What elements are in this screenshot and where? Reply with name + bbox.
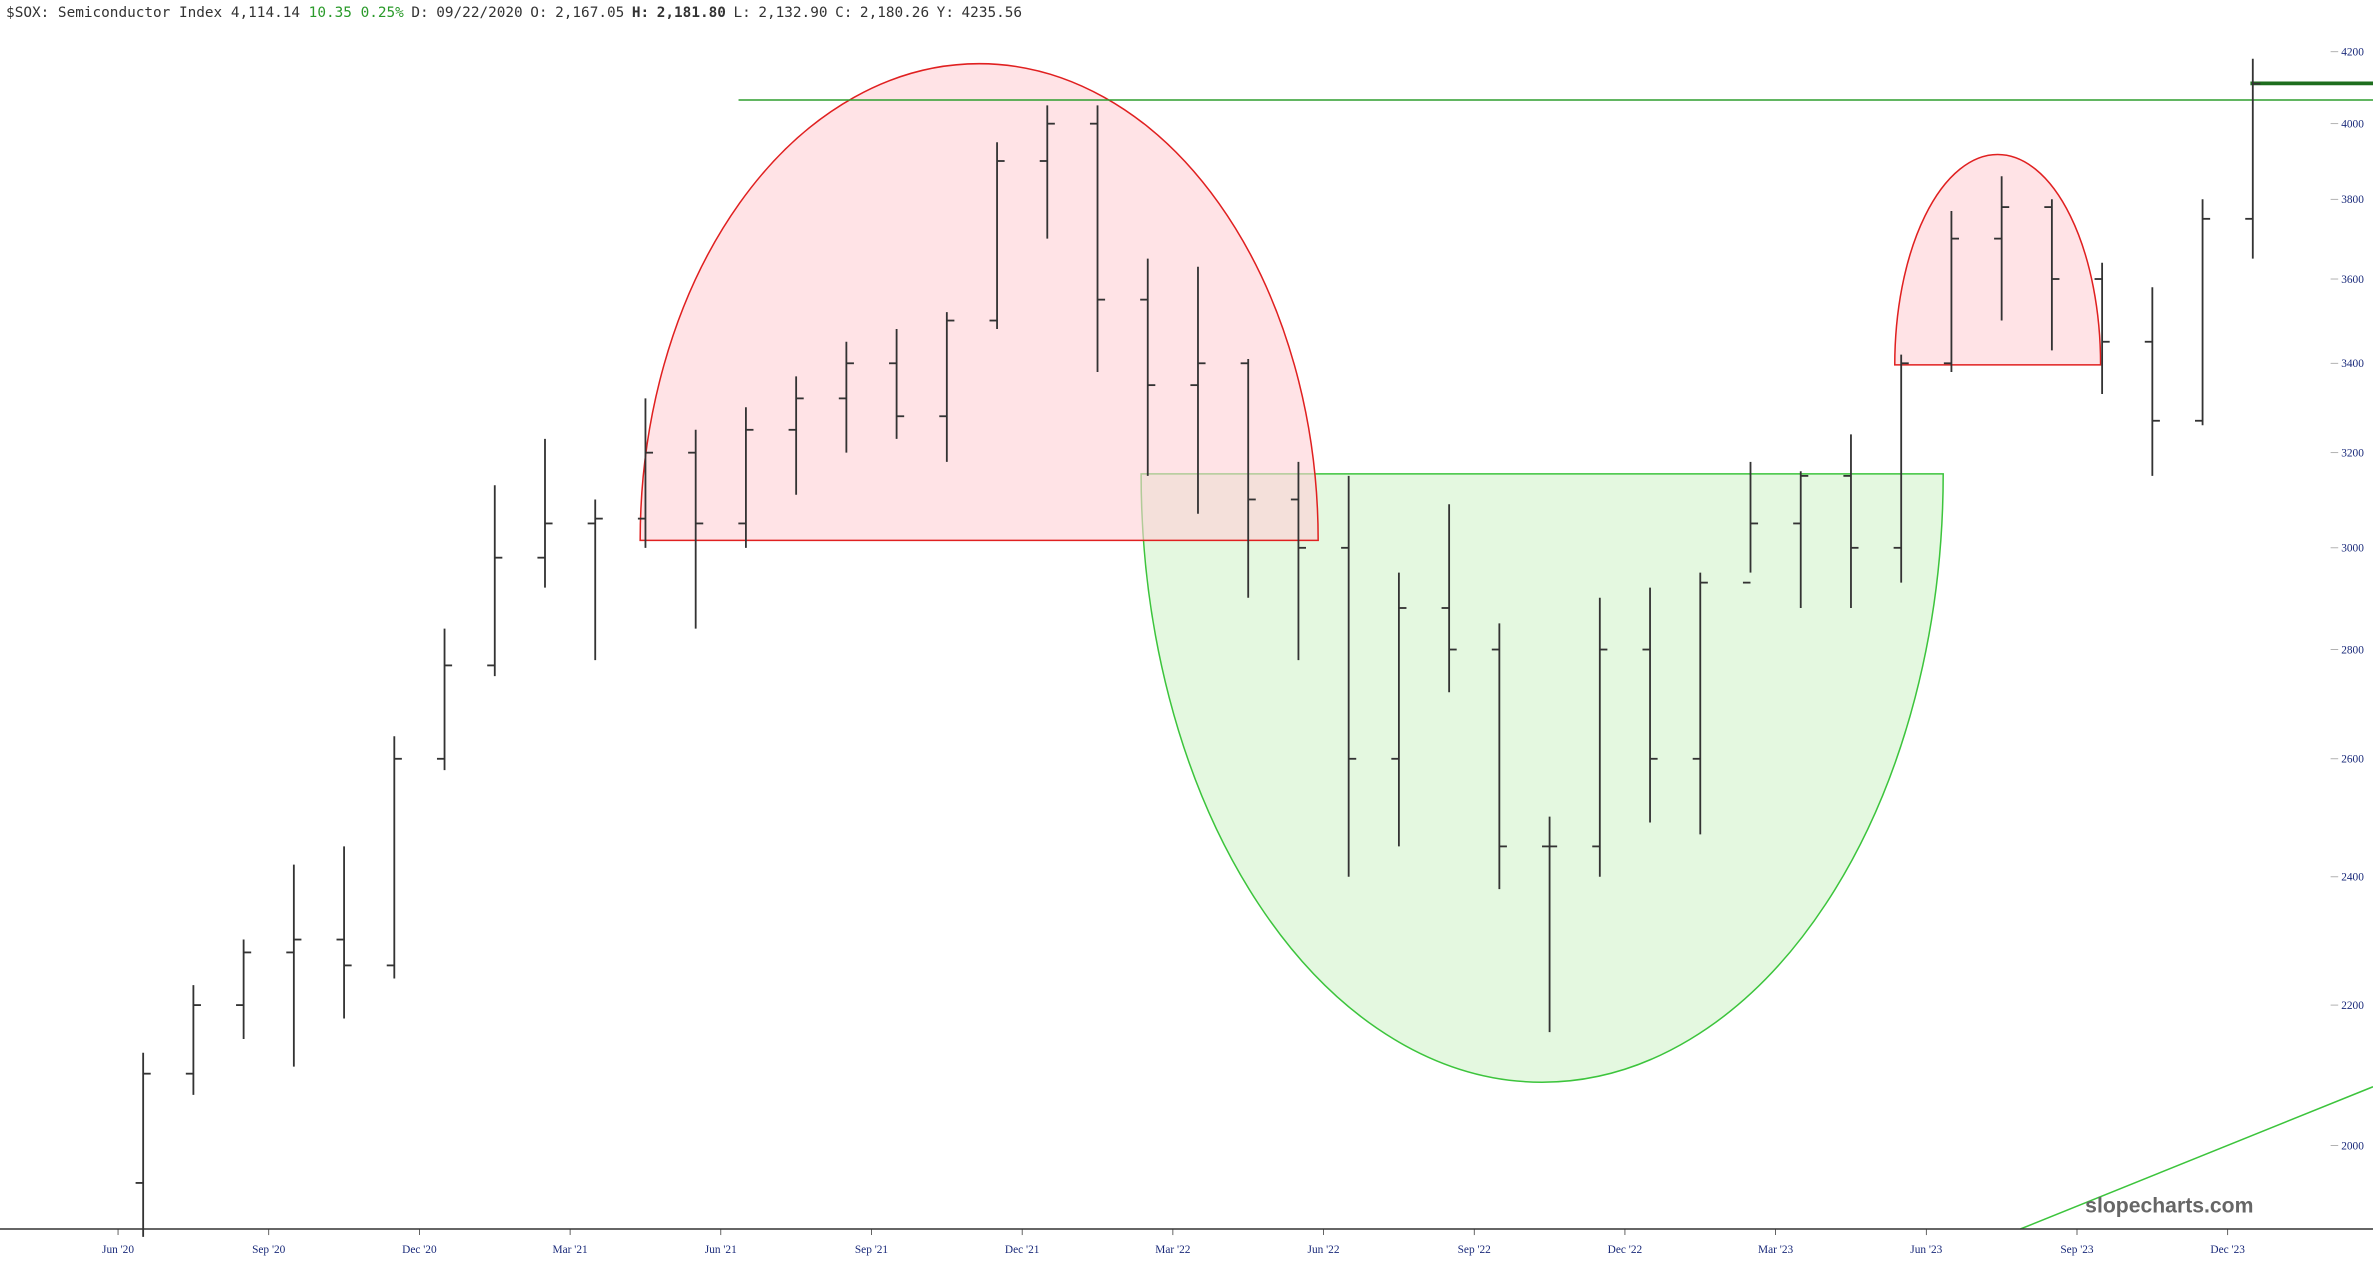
y-tick-label: 2800 xyxy=(2341,644,2364,656)
x-tick-label: Dec '20 xyxy=(402,1244,437,1256)
y-tick-label: 3200 xyxy=(2341,447,2364,459)
x-tick-label: Dec '22 xyxy=(1608,1244,1643,1256)
x-tick-label: Sep '21 xyxy=(855,1244,888,1256)
header-value: 09/22/2020 xyxy=(436,5,522,21)
dome-annotation xyxy=(639,63,1319,542)
x-tick-label: Jun '22 xyxy=(1308,1244,1340,1256)
header: $SOX: Semiconductor Index 4,114.14 10.35… xyxy=(6,5,1022,21)
y-tick-label: 2600 xyxy=(2341,754,2364,766)
x-tick-label: Mar '21 xyxy=(553,1244,588,1256)
header-value: 2,180.26 xyxy=(860,5,929,21)
x-tick-label: Sep '22 xyxy=(1458,1244,1492,1256)
header-label: Y: xyxy=(937,5,954,21)
x-tick-label: Jun '20 xyxy=(102,1244,134,1256)
y-tick-label: 3400 xyxy=(2341,358,2364,370)
x-tick-label: Mar '22 xyxy=(1155,1244,1190,1256)
header-value: 2,181.80 xyxy=(657,5,726,21)
x-tick-label: Dec '23 xyxy=(2210,1244,2245,1256)
x-tick-label: Dec '21 xyxy=(1005,1244,1040,1256)
x-tick-label: Sep '23 xyxy=(2060,1244,2094,1256)
index-name: Semiconductor Index xyxy=(58,5,223,21)
header-value: 2,167.05 xyxy=(555,5,624,21)
x-tick-label: Sep '20 xyxy=(252,1244,286,1256)
header-label: H: xyxy=(632,5,649,21)
header-value: 4235.56 xyxy=(962,5,1023,21)
cup-annotation xyxy=(1140,473,1944,1083)
header-label: C: xyxy=(835,5,852,21)
header-value: 2,132.90 xyxy=(758,5,827,21)
header-label: L: xyxy=(733,5,750,21)
y-tick-label: 2400 xyxy=(2341,872,2364,884)
y-tick-label: 2200 xyxy=(2341,1000,2364,1012)
last-price: 4,114.14 xyxy=(231,5,300,21)
y-tick-label: 4200 xyxy=(2341,47,2364,59)
trend-line xyxy=(2020,1086,2373,1230)
x-tick-label: Jun '23 xyxy=(1910,1244,1942,1256)
y-tick-label: 3000 xyxy=(2341,543,2364,555)
change-pct: 0.25% xyxy=(361,5,405,21)
header-label: O: xyxy=(530,5,547,21)
header-label: D: xyxy=(411,5,428,21)
y-tick-label: 3600 xyxy=(2341,274,2364,286)
x-tick-label: Jun '21 xyxy=(705,1244,737,1256)
y-tick-label: 3800 xyxy=(2341,194,2364,206)
symbol: $SOX: xyxy=(6,5,49,21)
y-tick-label: 4000 xyxy=(2341,118,2364,130)
change: 10.35 xyxy=(309,5,352,21)
y-tick-label: 2000 xyxy=(2341,1140,2364,1152)
watermark: slopecharts.com xyxy=(2085,1194,2253,1217)
x-tick-label: Mar '23 xyxy=(1758,1244,1793,1256)
